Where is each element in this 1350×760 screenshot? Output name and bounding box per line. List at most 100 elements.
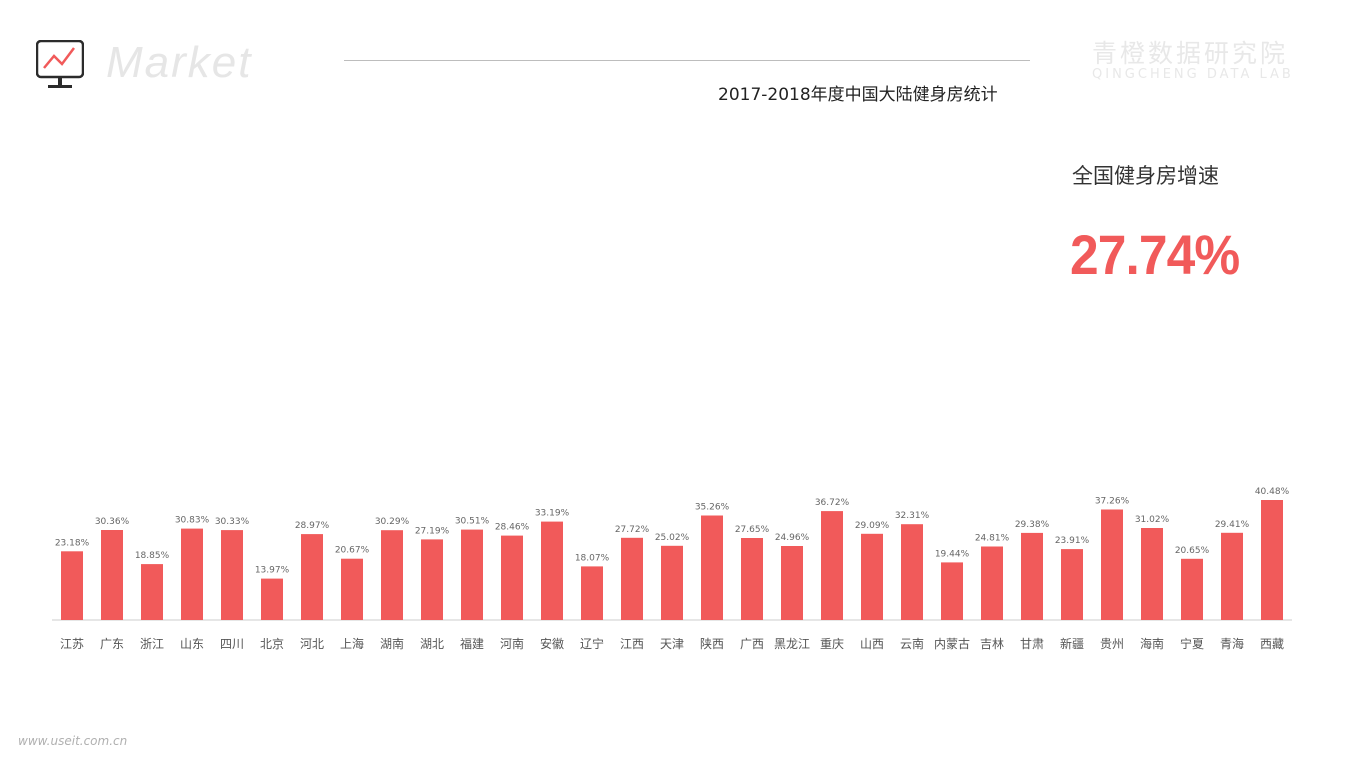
data-label: 30.33% (215, 517, 250, 527)
x-tick-label: 陕西 (700, 636, 724, 651)
x-tick-label: 山东 (180, 637, 204, 651)
x-tick-label: 青海 (1220, 636, 1244, 651)
data-label: 30.29% (375, 517, 410, 527)
data-label: 33.19% (535, 509, 570, 519)
data-label: 30.36% (95, 517, 130, 527)
kpi-label: 全国健身房增速 (1072, 164, 1219, 188)
bar (61, 551, 83, 620)
bar-chart: 23.18% 江苏 30.36% 广东 18.85% 浙江 30.83% 山东 30.33% 四川… (52, 487, 1292, 651)
data-label: 32.31% (895, 511, 930, 521)
kpi-value: 27.74% (1070, 223, 1240, 286)
x-tick-label: 福建 (460, 636, 484, 651)
lab-logo-cn: 青橙数据研究院 (1092, 39, 1289, 68)
bar (981, 546, 1003, 620)
bar (581, 566, 603, 620)
bar (141, 564, 163, 620)
bar (621, 537, 643, 620)
x-tick-label: 西藏 (1260, 637, 1284, 651)
data-label: 27.19% (415, 526, 450, 536)
data-label: 20.65% (1175, 546, 1210, 556)
x-tick-label: 甘肃 (1020, 637, 1044, 651)
data-label: 30.83% (175, 516, 210, 526)
data-label: 40.48% (1255, 487, 1290, 497)
x-tick-label: 山西 (860, 637, 884, 651)
x-tick-label: 贵州 (1100, 637, 1124, 651)
data-label: 23.18% (55, 538, 90, 548)
data-label: 23.91% (1055, 536, 1090, 546)
bar (1261, 500, 1283, 620)
x-tick-label: 海南 (1140, 636, 1164, 651)
bar (461, 529, 483, 620)
x-tick-label: 重庆 (820, 637, 844, 651)
data-label: 29.09% (855, 521, 890, 531)
bar (301, 534, 323, 620)
x-tick-label: 宁夏 (1180, 636, 1204, 651)
page-title: 2017-2018年度中国大陆健身房统计 (718, 85, 998, 105)
source-watermark: www.useit.com.cn (18, 734, 128, 748)
data-label: 24.96% (775, 533, 810, 543)
data-label: 37.26% (1095, 497, 1130, 507)
x-tick-label: 湖北 (420, 636, 444, 651)
bar (901, 524, 923, 620)
bar (1181, 558, 1203, 620)
x-tick-label: 新疆 (1060, 636, 1084, 651)
bar (501, 535, 523, 620)
data-label: 30.51% (455, 517, 490, 527)
x-tick-label: 北京 (260, 637, 284, 651)
x-tick-label: 云南 (900, 636, 924, 651)
bar (941, 562, 963, 620)
data-label: 29.41% (1215, 520, 1250, 530)
data-label: 20.67% (335, 546, 370, 556)
data-label: 27.72% (615, 525, 650, 535)
x-tick-label: 黑龙江 (774, 637, 810, 651)
bar (1021, 532, 1043, 620)
bar (341, 558, 363, 620)
bar (661, 545, 683, 620)
bar (781, 546, 803, 620)
data-label: 25.02% (655, 533, 690, 543)
x-tick-label: 辽宁 (580, 636, 604, 651)
x-tick-label: 浙江 (140, 637, 164, 651)
bar (1061, 549, 1083, 620)
x-tick-label: 湖南 (380, 636, 404, 651)
bar (1101, 509, 1123, 620)
bar (421, 539, 443, 620)
bar (541, 521, 563, 620)
bar (701, 515, 723, 620)
data-label: 36.72% (815, 498, 850, 508)
bar (821, 511, 843, 620)
bar (861, 533, 883, 620)
bar (1221, 532, 1243, 620)
x-tick-label: 内蒙古 (934, 636, 970, 651)
bar (741, 538, 763, 620)
bar (1141, 528, 1163, 620)
data-label: 35.26% (695, 503, 730, 513)
bar (261, 578, 283, 620)
x-tick-label: 江苏 (60, 637, 84, 651)
x-tick-label: 河北 (300, 637, 324, 651)
data-label: 24.81% (975, 534, 1010, 544)
x-tick-label: 广西 (740, 637, 764, 651)
data-label: 28.46% (495, 523, 530, 533)
x-tick-label: 安徽 (540, 636, 564, 651)
trend-monitor-icon (36, 40, 84, 88)
data-label: 18.07% (575, 553, 610, 563)
x-tick-label: 四川 (220, 637, 244, 651)
bar (381, 530, 403, 620)
x-tick-label: 天津 (660, 637, 684, 651)
data-label: 31.02% (1135, 515, 1170, 525)
data-label: 27.65% (735, 525, 770, 535)
data-label: 29.38% (1015, 520, 1050, 530)
brand-wordmark: Market (106, 38, 253, 87)
x-tick-label: 河南 (500, 636, 524, 651)
data-label: 18.85% (135, 551, 170, 561)
lab-logo-en: QINGCHENG DATA LAB (1092, 67, 1294, 82)
bar (221, 530, 243, 620)
x-tick-label: 吉林 (980, 637, 1004, 651)
data-label: 28.97% (295, 521, 330, 531)
x-tick-label: 上海 (340, 636, 364, 651)
header-divider (344, 60, 1030, 61)
data-label: 19.44% (935, 549, 970, 559)
x-tick-label: 江西 (620, 637, 644, 651)
x-tick-label: 广东 (100, 637, 124, 651)
